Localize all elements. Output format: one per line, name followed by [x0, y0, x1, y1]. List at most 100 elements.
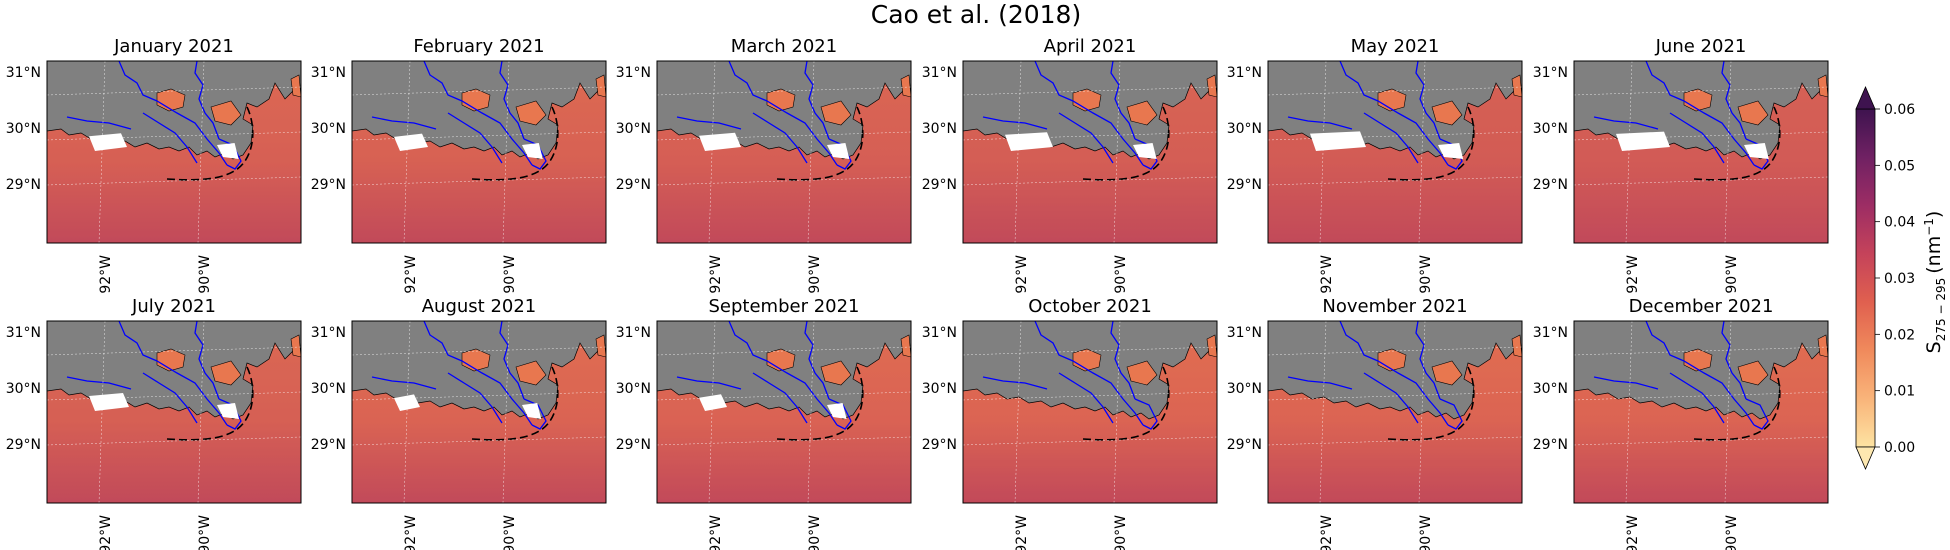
lon-tick-label: 92°W: [1014, 255, 1030, 294]
river-line: [1110, 321, 1136, 400]
river-line: [523, 398, 547, 430]
panel-title: December 2021: [1629, 296, 1774, 317]
river-line: [142, 112, 198, 164]
map-panel: October 2021 31°N 30°N 29°N 92°W 90°W: [922, 296, 1218, 550]
plume-boundary: [776, 106, 864, 181]
plume-boundary: [1082, 106, 1170, 181]
river-line: [1058, 372, 1114, 424]
lake-area: [1126, 360, 1158, 386]
lat-tick-label: 30°N: [1533, 121, 1568, 137]
lon-tick-label: 90°W: [1113, 255, 1129, 294]
panel-title: August 2021: [422, 296, 537, 317]
lake-area: [290, 334, 301, 358]
river-line: [752, 112, 808, 164]
panel-title: January 2021: [113, 36, 234, 57]
lon-tick-label: 92°W: [1319, 515, 1335, 550]
river-line: [1339, 321, 1449, 426]
plume-boundary: [1693, 366, 1781, 441]
no-data-patch: [1310, 131, 1366, 151]
lat-tick-label: 29°N: [616, 437, 651, 453]
map-frame: [46, 320, 302, 504]
lake-area: [1431, 100, 1463, 126]
lat-tick-label: 30°N: [922, 121, 957, 137]
river-line: [499, 61, 525, 140]
lat-tick-label: 30°N: [311, 381, 346, 397]
panel-title: May 2021: [1351, 36, 1440, 57]
lat-tick-label: 29°N: [1227, 177, 1262, 193]
lake-area: [1817, 74, 1828, 98]
lake-area: [1126, 100, 1158, 126]
lat-tick-label: 31°N: [311, 65, 346, 81]
lon-tick-label: 90°W: [1113, 515, 1129, 550]
lat-tick-label: 29°N: [616, 177, 651, 193]
river-line: [1339, 61, 1449, 166]
map-panel: January 2021 31°N 30°N 29°N 92°W 90°W: [6, 36, 302, 294]
lon-tick-label: 92°W: [98, 255, 114, 294]
river-line: [1669, 112, 1725, 164]
lake-area: [820, 100, 852, 126]
river-line: [1363, 372, 1419, 424]
lat-tick-label: 29°N: [311, 177, 346, 193]
map-frame: [351, 320, 607, 504]
no-data-patch: [699, 132, 741, 151]
lon-tick-label: 90°W: [807, 255, 823, 294]
lake-area: [595, 74, 606, 98]
panel-title: October 2021: [1028, 296, 1152, 317]
colorbar: 0.06 0.05 0.04 0.03 0.02 0.01 0.00 S275 − 295(…: [1855, 85, 1948, 471]
river-line: [752, 372, 808, 424]
lake-area: [515, 360, 547, 386]
panel-title: July 2021: [131, 296, 216, 317]
lon-tick-label: 92°W: [403, 515, 419, 550]
map-panel: November 2021 31°N 30°N 29°N 92°W 90°W: [1227, 296, 1523, 550]
lake-area: [1431, 360, 1463, 386]
plume-boundary: [1693, 106, 1781, 181]
colorbar-extend-min: [1855, 446, 1876, 471]
no-data-patch: [217, 403, 239, 419]
river-line: [66, 376, 132, 390]
panel-title: September 2021: [708, 296, 859, 317]
map-panel: June 2021 31°N 30°N 29°N 92°W 90°W: [1533, 36, 1829, 294]
lon-tick-label: 92°W: [1625, 515, 1641, 550]
lake-area: [210, 100, 242, 126]
map-panel: August 2021 31°N 30°N 29°N 92°W 90°W: [311, 296, 607, 550]
no-data-patch: [827, 143, 850, 159]
lake-area: [290, 74, 301, 98]
lat-tick-label: 29°N: [6, 437, 41, 453]
river-line: [66, 116, 132, 130]
no-data-patch: [89, 133, 127, 151]
river-line: [1721, 61, 1747, 140]
no-data-patch: [1133, 143, 1157, 159]
lat-tick-label: 30°N: [1227, 121, 1262, 137]
no-data-patch: [1744, 143, 1769, 159]
colorbar-extend-max: [1855, 85, 1876, 110]
lat-tick-label: 30°N: [616, 381, 651, 397]
map-panel: February 2021 31°N 30°N 29°N 92°W 90°W: [311, 36, 607, 294]
lat-tick-label: 29°N: [6, 177, 41, 193]
lat-tick-label: 30°N: [1533, 381, 1568, 397]
lake-area: [595, 334, 606, 358]
river-line: [1034, 321, 1144, 426]
river-line: [828, 138, 852, 170]
river-line: [447, 372, 503, 424]
no-data-patch: [394, 133, 428, 151]
lon-tick-label: 92°W: [1319, 255, 1335, 294]
colorbar-tick-label: 0.01: [1884, 384, 1915, 400]
river-line: [423, 321, 533, 426]
plume-boundary: [776, 366, 864, 441]
river-line: [218, 138, 242, 170]
river-line: [1439, 398, 1463, 430]
river-line: [1645, 61, 1755, 166]
lon-tick-label: 90°W: [1724, 515, 1740, 550]
colorbar-bar: [1855, 108, 1876, 448]
lat-tick-label: 31°N: [1227, 325, 1262, 341]
map-frame: [962, 320, 1218, 504]
lat-tick-label: 31°N: [922, 65, 957, 81]
river-line: [728, 321, 838, 426]
lat-tick-label: 31°N: [922, 325, 957, 341]
river-line: [1134, 398, 1158, 430]
river-line: [804, 61, 830, 140]
panel-title: March 2021: [731, 36, 837, 57]
river-line: [1287, 376, 1353, 390]
river-line: [118, 61, 228, 166]
lon-tick-label: 90°W: [502, 515, 518, 550]
